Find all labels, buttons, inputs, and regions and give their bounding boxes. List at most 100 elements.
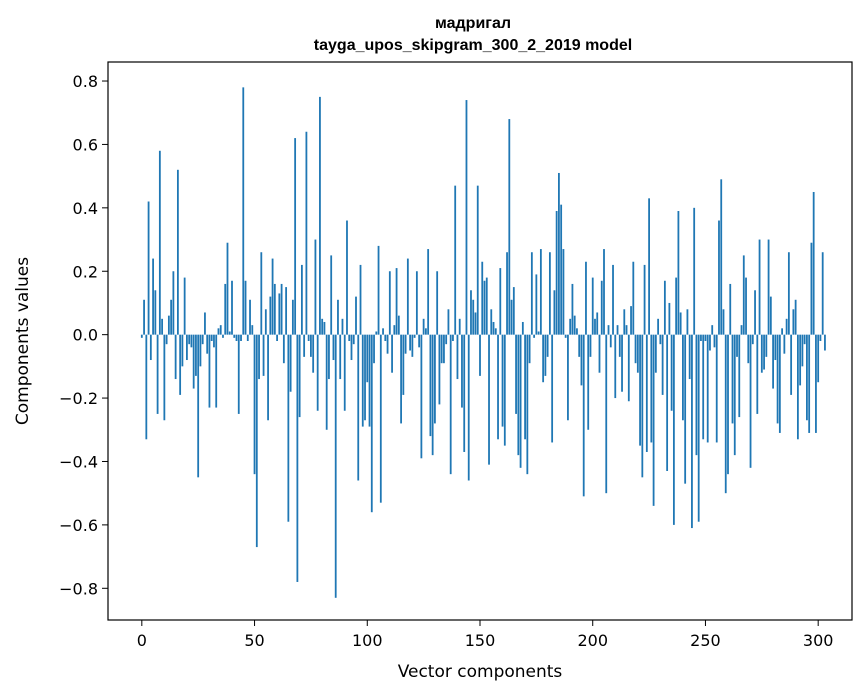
bar	[587, 334, 590, 430]
bar	[535, 274, 538, 335]
bar	[551, 334, 554, 443]
bar	[483, 280, 486, 335]
bar	[769, 296, 772, 335]
bar	[548, 252, 551, 335]
bar	[319, 96, 321, 335]
bar	[506, 252, 508, 335]
bars-group	[140, 87, 826, 598]
bar	[204, 312, 206, 335]
bar	[589, 334, 592, 357]
bar	[447, 309, 450, 335]
bar	[233, 334, 236, 338]
y-tick-label: 0.6	[73, 135, 98, 154]
bar	[783, 334, 786, 354]
bar	[758, 239, 761, 335]
bar	[490, 309, 493, 335]
bar	[176, 169, 179, 335]
bar	[368, 334, 371, 427]
bar	[440, 334, 443, 364]
x-tick-label: 100	[352, 631, 383, 650]
bar	[819, 334, 822, 341]
bar	[364, 334, 366, 421]
y-axis: −0.8 −0.6 −0.4 −0.2 0.0 0.2 0.4 0.6 0.8	[59, 72, 108, 598]
bar	[246, 334, 249, 341]
bar	[170, 299, 173, 335]
bar	[713, 334, 716, 348]
bar	[512, 287, 515, 335]
bar	[603, 249, 605, 335]
bar	[291, 299, 294, 335]
bar	[445, 334, 448, 345]
bar	[179, 334, 182, 395]
bar	[702, 334, 705, 440]
bar	[815, 334, 817, 433]
bar	[167, 315, 170, 335]
bar	[765, 334, 768, 357]
bar	[154, 290, 157, 335]
bar	[152, 258, 154, 335]
bar	[605, 334, 608, 494]
bar	[143, 299, 145, 335]
bar	[652, 334, 655, 506]
bar	[742, 255, 745, 335]
bar	[271, 258, 274, 335]
bar	[691, 334, 693, 529]
bar	[785, 318, 788, 335]
bar	[409, 334, 412, 351]
bar	[796, 334, 799, 440]
bar	[560, 204, 563, 335]
bar	[499, 268, 502, 335]
bar	[510, 299, 513, 335]
x-tick-label: 200	[577, 631, 608, 650]
bar	[436, 271, 439, 335]
bar	[280, 283, 283, 335]
bar	[585, 261, 587, 335]
bar	[215, 334, 218, 408]
bar	[172, 271, 175, 335]
bar	[186, 334, 188, 361]
bar	[636, 334, 639, 373]
bar	[260, 252, 263, 335]
bar	[165, 334, 168, 345]
bar	[609, 334, 612, 348]
bar	[201, 334, 204, 345]
bar	[591, 277, 594, 335]
bar	[400, 334, 402, 424]
bar	[492, 321, 495, 335]
bar	[213, 334, 215, 348]
bar	[670, 334, 673, 411]
bar	[285, 287, 288, 335]
bar	[237, 334, 240, 414]
bar	[208, 334, 211, 408]
bar	[666, 334, 669, 471]
y-tick-label: −0.6	[59, 516, 98, 535]
bar	[476, 185, 479, 335]
bar	[402, 334, 405, 395]
bar	[282, 334, 285, 364]
bar	[790, 334, 793, 395]
x-tick-label: 150	[465, 631, 496, 650]
bar	[242, 87, 245, 335]
bar	[249, 299, 251, 335]
x-tick-label: 0	[137, 631, 147, 650]
bar	[519, 334, 522, 468]
bar	[145, 334, 148, 440]
bar	[195, 334, 197, 376]
chart-title: мадригал	[435, 15, 511, 32]
bar	[600, 280, 603, 335]
bar	[501, 334, 504, 427]
bar	[806, 334, 808, 421]
bar	[760, 334, 763, 373]
bar	[355, 296, 357, 335]
bar	[375, 331, 378, 335]
bar	[715, 334, 718, 443]
bar	[618, 334, 621, 357]
bar	[192, 334, 195, 389]
bar	[745, 277, 747, 335]
bar	[675, 277, 678, 335]
bar	[558, 172, 560, 335]
bar	[370, 334, 373, 513]
bar	[580, 334, 583, 386]
bar	[415, 271, 418, 335]
y-axis-label: Components values	[13, 257, 33, 425]
